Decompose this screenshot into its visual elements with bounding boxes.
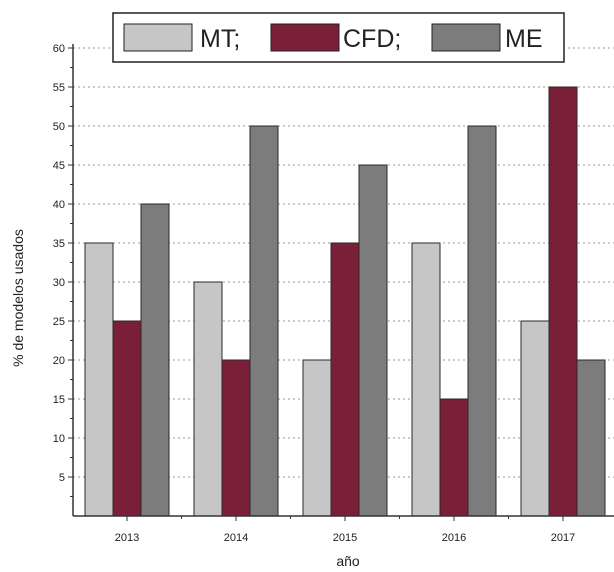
y-axis-title: % de modelos usados — [10, 229, 26, 367]
bar-mt-2016 — [411, 242, 441, 517]
bar-cfd-2014 — [221, 359, 251, 517]
legend-label-cfd: CFD; — [343, 25, 401, 53]
legend: MT; CFD; ME — [112, 12, 565, 63]
legend-swatch-mt — [123, 23, 193, 52]
legend-label-me: ME — [505, 25, 543, 53]
bars — [84, 86, 606, 517]
bar-mt-2013 — [84, 242, 114, 517]
y-tick-label: 20 — [53, 355, 65, 367]
bar-cfd-2015 — [330, 242, 360, 517]
y-tick-label: 55 — [53, 82, 65, 94]
bar-mt-2017 — [520, 320, 550, 517]
y-tick-label: 25 — [53, 316, 65, 328]
y-tick-label: 30 — [53, 277, 65, 289]
x-axis: 2013 2014 2015 2016 2017 — [73, 515, 614, 544]
y-axis: 5 10 15 20 25 30 35 40 45 50 55 60 — [53, 43, 74, 516]
legend-swatch-me — [431, 23, 501, 52]
y-tick-label: 5 — [59, 472, 65, 484]
y-tick-label: 45 — [53, 160, 65, 172]
bar-me-2016 — [467, 125, 497, 517]
bar-me-2014 — [249, 125, 279, 517]
y-tick-label: 10 — [53, 433, 65, 445]
y-tick-label: 15 — [53, 394, 65, 406]
x-tick-label: 2016 — [442, 532, 466, 544]
bar-cfd-2013 — [112, 320, 142, 517]
x-tick-label: 2014 — [224, 532, 248, 544]
bar-mt-2014 — [193, 281, 223, 517]
x-axis-title: año — [336, 553, 360, 569]
y-tick-label: 50 — [53, 121, 65, 133]
y-tick-label: 35 — [53, 238, 65, 250]
legend-swatch-cfd — [270, 23, 340, 52]
bar-mt-2015 — [302, 359, 332, 517]
y-tick-label: 60 — [53, 43, 65, 55]
x-tick-label: 2017 — [551, 532, 575, 544]
bar-me-2013 — [140, 203, 170, 517]
bar-cfd-2017 — [548, 86, 578, 517]
bar-cfd-2016 — [439, 398, 469, 517]
bar-me-2017 — [576, 359, 606, 517]
legend-label-mt: MT; — [200, 25, 240, 53]
x-tick-label: 2015 — [333, 532, 357, 544]
bar-me-2015 — [358, 164, 388, 517]
x-tick-label: 2013 — [115, 532, 139, 544]
y-tick-label: 40 — [53, 199, 65, 211]
